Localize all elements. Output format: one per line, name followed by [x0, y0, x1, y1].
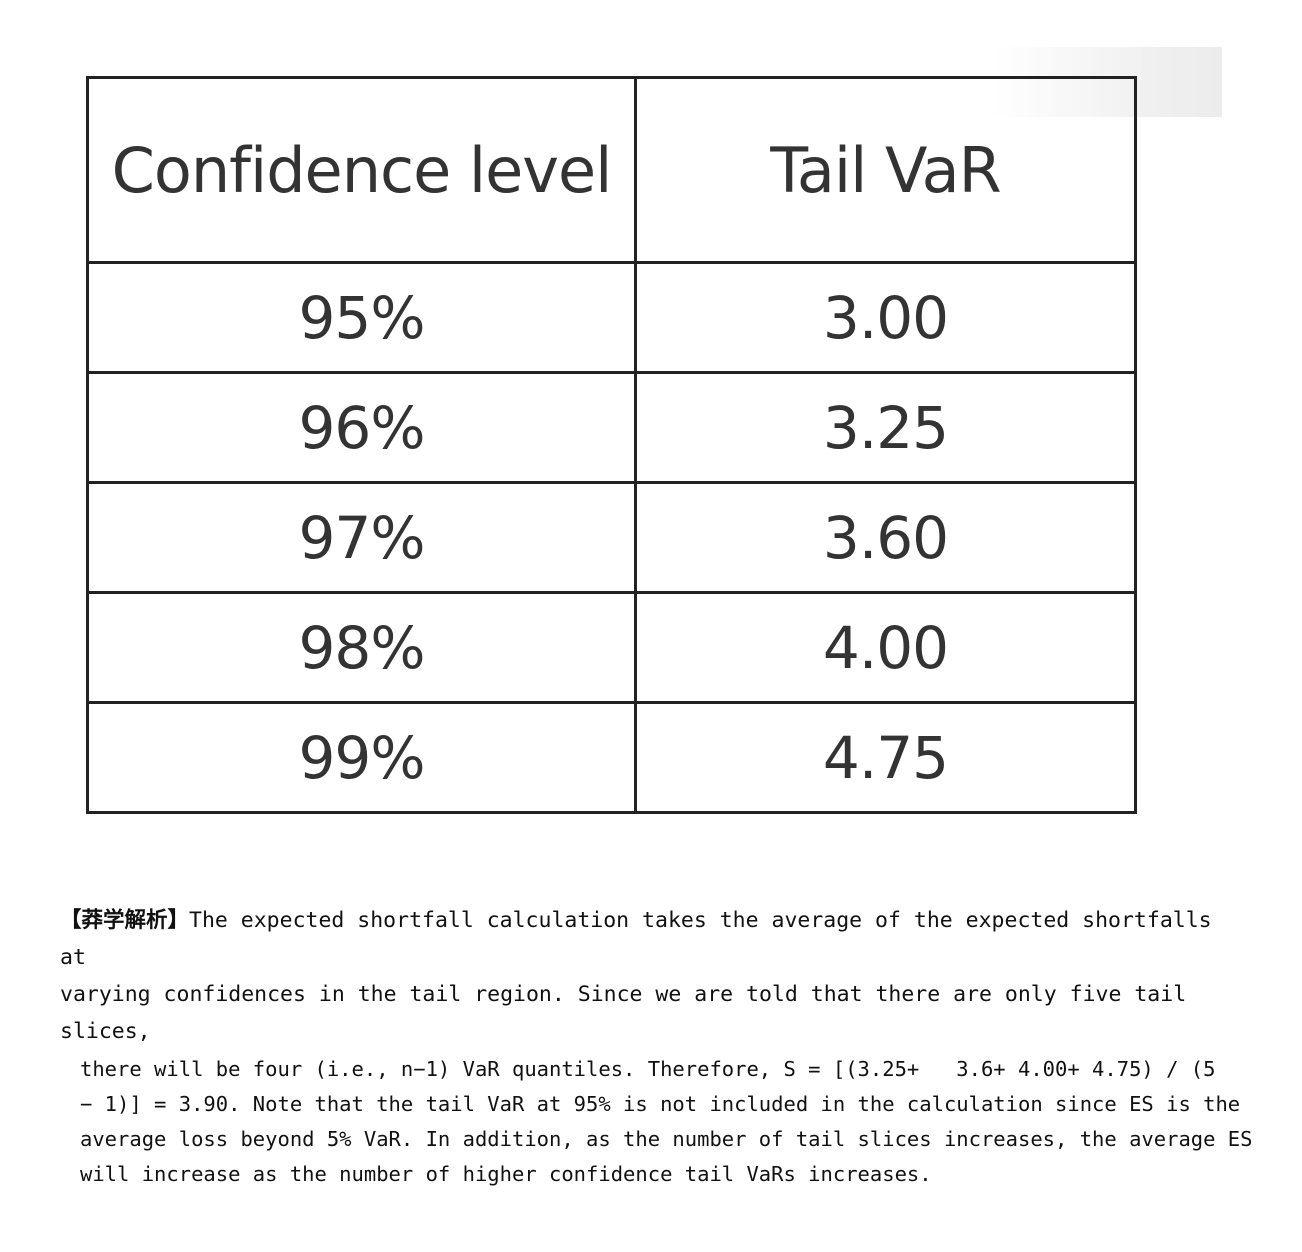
table-row: 96% 3.25 [86, 371, 1137, 484]
tail-var-cell: 3.25 [634, 371, 1137, 484]
table-row: 97% 3.60 [86, 481, 1137, 594]
confidence-level-cell: 96% [86, 371, 637, 484]
analysis-body-line: there will be four (i.e., n−1) VaR quant… [80, 1057, 1216, 1081]
table-header-row: Confidence level Tail VaR [86, 76, 1137, 264]
tail-var-cell: 3.60 [634, 481, 1137, 594]
analysis-body-line: − 1)] = 3.90. Note that the tail VaR at … [80, 1092, 1241, 1116]
tail-var-cell: 4.00 [634, 591, 1137, 704]
analysis-body-line: will increase as the number of higher co… [80, 1162, 932, 1186]
header-confidence-level: Confidence level [86, 76, 637, 264]
analysis-tag: 【莽学解析】 [60, 908, 190, 933]
tail-var-cell: 3.00 [634, 261, 1137, 374]
confidence-level-cell: 95% [86, 261, 637, 374]
tail-var-table: Confidence level Tail VaR 95% 3.00 96% 3… [86, 76, 1137, 814]
table-row: 95% 3.00 [86, 261, 1137, 374]
analysis-body-line: average loss beyond 5% VaR. In addition,… [80, 1127, 1253, 1151]
analysis-intro: 【莽学解析】The expected shortfall calculation… [60, 902, 1220, 1050]
confidence-level-cell: 99% [86, 701, 637, 814]
analysis-body: there will be four (i.e., n−1) VaR quant… [80, 1052, 1253, 1192]
confidence-level-cell: 98% [86, 591, 637, 704]
table-row: 99% 4.75 [86, 701, 1137, 814]
header-tail-var: Tail VaR [634, 76, 1137, 264]
analysis-line-1: The expected shortfall calculation takes… [60, 908, 1212, 970]
analysis-line-2: varying confidences in the tail region. … [60, 982, 1187, 1044]
table-row: 98% 4.00 [86, 591, 1137, 704]
confidence-level-cell: 97% [86, 481, 637, 594]
analysis-intro-line: 【莽学解析】The expected shortfall calculation… [60, 902, 1220, 976]
tail-var-cell: 4.75 [634, 701, 1137, 814]
